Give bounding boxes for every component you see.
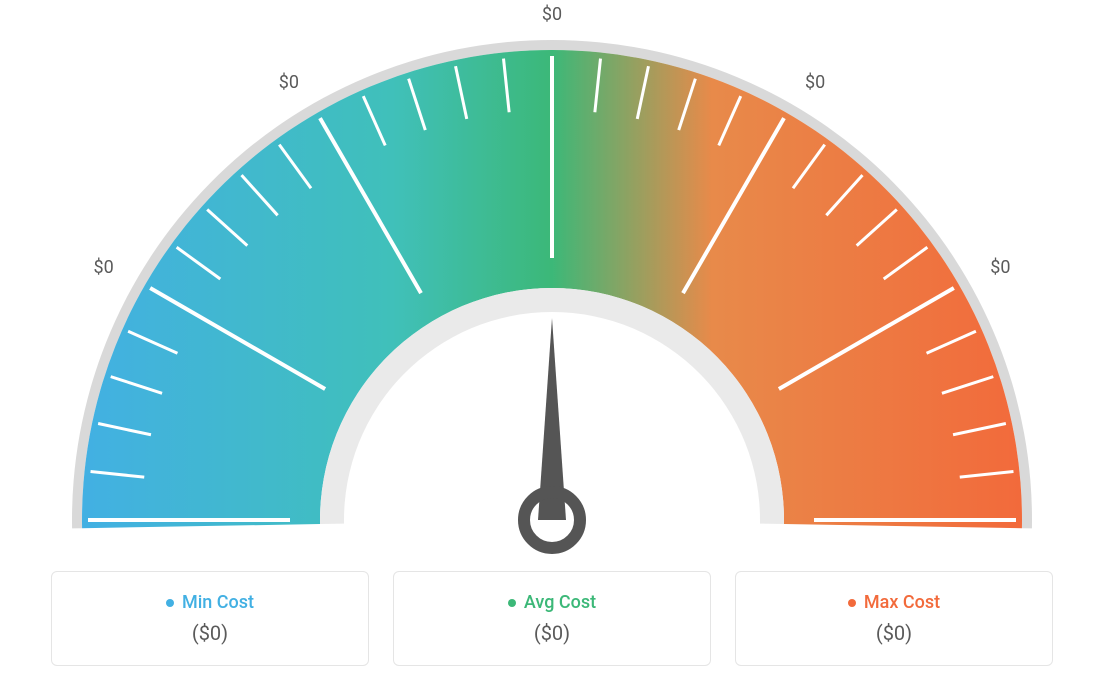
gauge-tick-label: $0 bbox=[542, 4, 562, 25]
gauge-tick-label: $0 bbox=[279, 72, 299, 93]
legend-title: Max Cost bbox=[848, 592, 940, 613]
legend-dot-icon bbox=[508, 599, 516, 607]
cost-gauge-container: $0$0$0$0$0$0$0 Min Cost($0)Avg Cost($0)M… bbox=[0, 0, 1104, 690]
legend-label: Avg Cost bbox=[524, 592, 596, 613]
legend-dot-icon bbox=[848, 599, 856, 607]
legend-dot-icon bbox=[166, 599, 174, 607]
legend-value: ($0) bbox=[876, 621, 912, 645]
gauge-chart: $0$0$0$0$0$0$0 bbox=[52, 0, 1052, 560]
legend-card: Max Cost ($0) bbox=[735, 571, 1053, 666]
legend-title: Avg Cost bbox=[508, 592, 596, 613]
legend-card: Avg Cost ($0) bbox=[393, 571, 711, 666]
gauge-tick-label: $0 bbox=[94, 257, 114, 278]
gauge-tick-label: $0 bbox=[990, 257, 1010, 278]
legend-label: Max Cost bbox=[864, 592, 940, 613]
gauge-tick-label: $0 bbox=[805, 72, 825, 93]
legend-value: ($0) bbox=[192, 621, 228, 645]
legend-title: Min Cost bbox=[166, 592, 254, 613]
legend-card: Min Cost ($0) bbox=[51, 571, 369, 666]
gauge-svg: $0$0$0$0$0$0$0 bbox=[52, 0, 1052, 560]
legend-row: Min Cost ($0) Avg Cost ($0) Max Cost ($0) bbox=[51, 571, 1053, 666]
legend-value: ($0) bbox=[534, 621, 570, 645]
legend-label: Min Cost bbox=[182, 592, 254, 613]
